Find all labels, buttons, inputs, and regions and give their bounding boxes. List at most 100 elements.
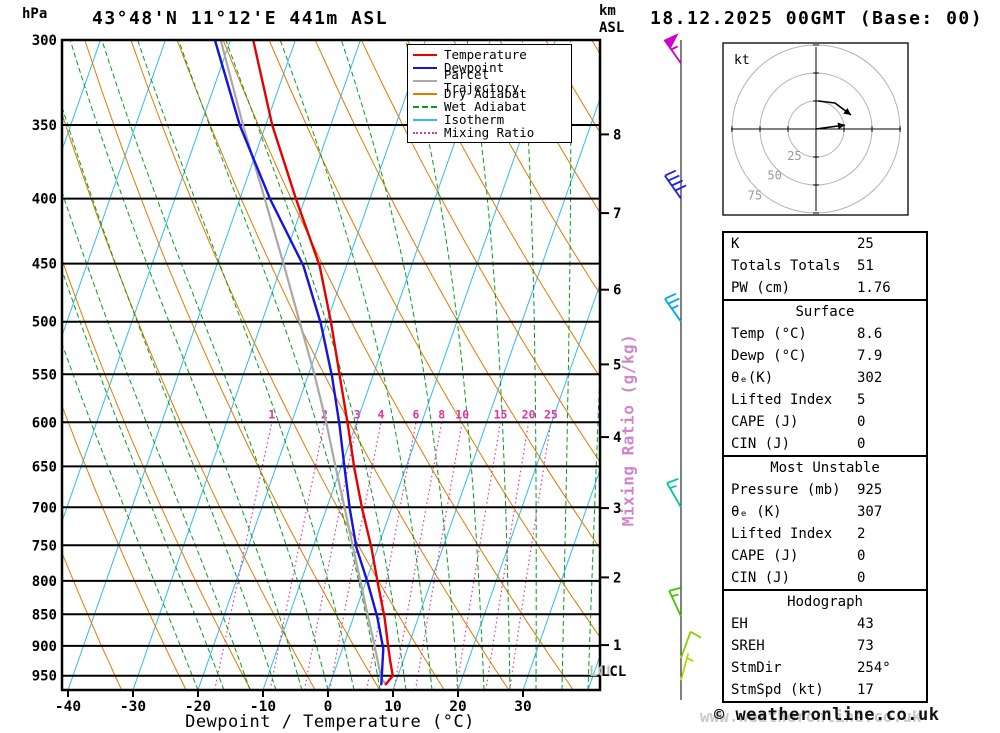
- copyright-text: © weatheronline.co.uk: [714, 705, 940, 725]
- dry-adiabat-line: [62, 258, 252, 690]
- row-label: SREH: [731, 638, 765, 654]
- chart-line: [671, 593, 679, 598]
- table-title: Surface: [795, 304, 855, 320]
- wet-adiabat-line: [62, 190, 251, 690]
- legend-line-sample: [413, 79, 437, 82]
- dry-adiabat-line: [176, 40, 510, 690]
- pressure-unit-label: hPa: [22, 6, 48, 22]
- temp-tick-label: -20: [185, 699, 211, 715]
- chart-polygon: [663, 33, 679, 50]
- mixing-ratio-label: 20: [522, 407, 536, 421]
- table-row: CIN (J) 0: [724, 433, 926, 455]
- mixing-ratio-label: 25: [544, 407, 558, 421]
- dry-adiabat-line: [62, 112, 316, 690]
- pressure-tick-label: 300: [32, 33, 57, 49]
- mixing-ratio-line: [303, 422, 358, 690]
- skewt-grid: 1 2 3 4 6 8 10 15 20 25: [0, 40, 600, 690]
- row-value: 43: [857, 616, 874, 632]
- hodograph-ring-label: 25: [787, 149, 801, 163]
- chart-line: [686, 657, 694, 662]
- dry-adiabat-line: [360, 40, 600, 463]
- wet-adiabat-line: [178, 40, 381, 690]
- dry-adiabat-line: [130, 40, 445, 690]
- temp-tick-label: -10: [250, 699, 276, 715]
- table-row: Lifted Index 5: [724, 389, 926, 411]
- wind-barb: [663, 33, 682, 64]
- chart-line: [668, 174, 680, 182]
- table-row: Lifted Index 2: [724, 523, 926, 545]
- row-label: Temp (°C): [731, 326, 807, 342]
- table-row: SREH 73: [724, 635, 926, 657]
- dry-adiabat-line: [62, 404, 187, 690]
- isotherm-line: [62, 40, 166, 338]
- legend-line-sample: [413, 105, 437, 108]
- legend-item: Dry Adiabat: [413, 87, 571, 100]
- pressure-tick-label: 900: [32, 639, 57, 655]
- pressure-tick-label: 350: [32, 118, 57, 134]
- chart-line: [664, 292, 677, 300]
- stats-table: Surface Temp (°C) 8.6 Dewp (°C) 7.9 θₑ(K) 302 L…: [722, 299, 928, 457]
- table-title: Most Unstable: [770, 460, 880, 476]
- pressure-tick-label: 600: [32, 415, 57, 431]
- chart-line: [664, 175, 682, 200]
- chart-line: [664, 298, 682, 323]
- row-value: 925: [857, 482, 883, 498]
- mixing-ratio-line: [509, 422, 552, 690]
- pressure-tick-label: 700: [32, 500, 57, 516]
- row-label: Lifted Index: [731, 392, 833, 408]
- pressure-tick-label: 950: [32, 669, 57, 685]
- table-row: Dewp (°C) 7.9: [724, 345, 926, 367]
- mixing-ratio-label: 1: [268, 407, 275, 421]
- km-tick-label: 5: [613, 357, 621, 373]
- mixing-ratio-line: [414, 422, 463, 690]
- station-title: 43°48'N 11°12'E 441m ASL: [92, 8, 389, 29]
- dry-adiabat-line: [268, 40, 600, 638]
- km-tick-label: 6: [613, 283, 621, 299]
- row-label: PW (cm): [731, 280, 791, 296]
- pressure-tick-label: 650: [32, 459, 57, 475]
- stats-table: K 25 Totals Totals 51 PW (cm) 1.76: [722, 231, 928, 301]
- mixing-ratio-label: 3: [354, 407, 361, 421]
- wet-adiabat-line: [225, 40, 407, 690]
- km-tick-label: 3: [613, 501, 621, 517]
- legend: Temperature Dewpoint Parcel Trajectory Dry …: [407, 44, 572, 143]
- chart-line: [671, 179, 684, 187]
- wet-adiabat-line: [62, 268, 225, 690]
- table-row: Temp (°C) 8.6: [724, 323, 926, 345]
- legend-item: Parcel Trajectory: [413, 68, 571, 94]
- mixing-ratio-label: 8: [438, 407, 445, 421]
- mixing-ratio-line: [269, 422, 326, 690]
- lcl-label-ghost: LCL: [589, 664, 615, 680]
- stats-table: Most Unstable Pressure (mb) 925 θₑ (K) 307 Li…: [722, 455, 928, 591]
- row-label: StmSpd (kt): [731, 682, 824, 698]
- isotherm-line: [0, 40, 36, 690]
- legend-line-sample: [413, 53, 437, 56]
- table-row: CAPE (J) 0: [724, 545, 926, 567]
- row-value: 0: [857, 548, 866, 564]
- row-label: CIN (J): [731, 436, 791, 452]
- dry-adiabat-line: [222, 40, 574, 690]
- legend-line-sample: [413, 66, 437, 69]
- mixing-ratio-line: [329, 422, 382, 690]
- wet-adiabat-line: [69, 40, 303, 690]
- watermark-ghost: www.weatheronline.co.uk: [700, 707, 922, 726]
- row-value: 1.76: [857, 280, 891, 296]
- wind-barb: [680, 630, 702, 659]
- stats-tables: K 25 Totals Totals 51 PW (cm) 1.76 Surface Temp…: [722, 231, 928, 703]
- chart-line: [666, 482, 682, 508]
- row-value: 8.6: [857, 326, 883, 342]
- wet-adiabat-line: [466, 40, 511, 690]
- mixing-ratio-line: [393, 422, 443, 690]
- chart-line: [668, 586, 682, 592]
- mixing-ratio-label: 6: [413, 407, 420, 421]
- mixing-ratio-axis-title: Mixing Ratio (g/kg): [618, 333, 638, 527]
- legend-line-sample: [413, 92, 437, 95]
- pressure-tick-label: 550: [32, 367, 57, 383]
- chart-line: [666, 478, 679, 484]
- x-axis-title: Dewpoint / Temperature (°C): [185, 712, 475, 732]
- chart-line: [669, 484, 677, 490]
- table-row: Totals Totals 51: [724, 255, 926, 277]
- dry-adiabat-line: [0, 40, 57, 690]
- table-row: EH 43: [724, 613, 926, 635]
- row-value: 0: [857, 436, 866, 452]
